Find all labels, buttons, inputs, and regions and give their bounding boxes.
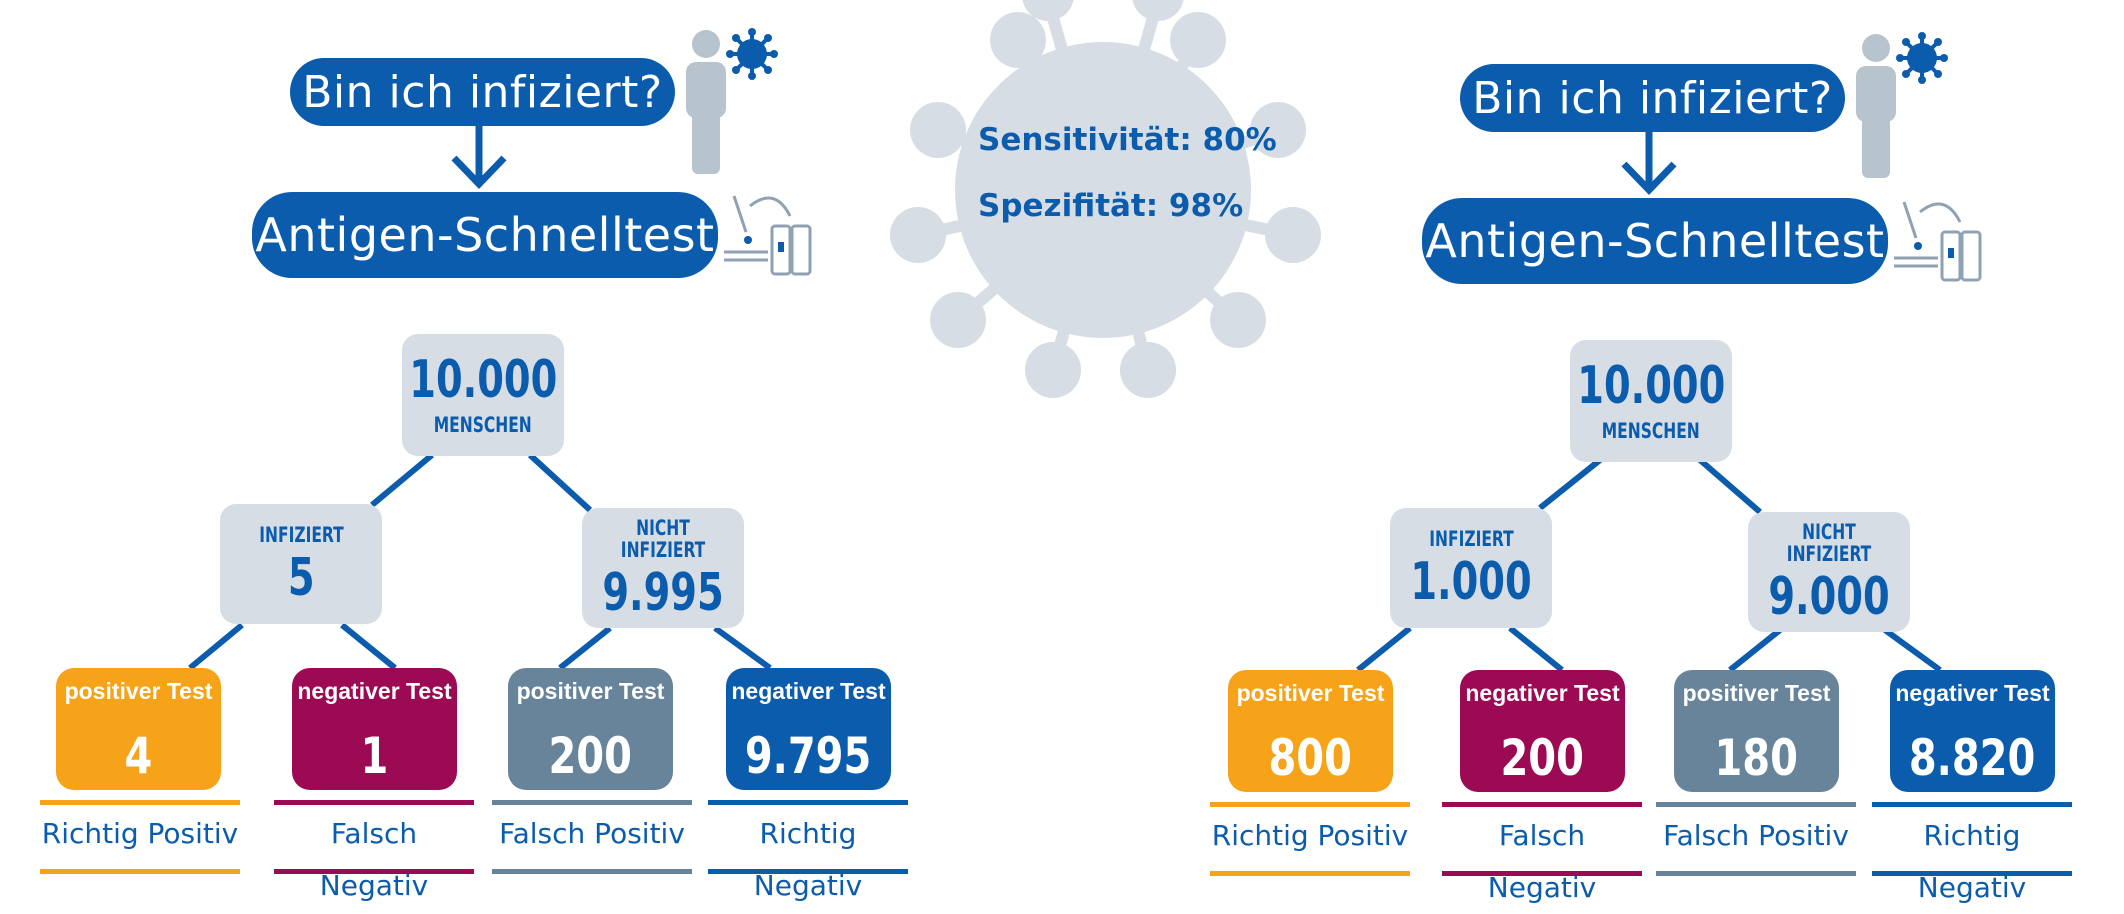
leaf-true-positive: positiver Test 4 — [56, 668, 221, 790]
not-infected-label: NICHT INFIZIERT — [620, 515, 706, 562]
caption-true-positive: Richtig Positiv — [40, 800, 240, 874]
caption-text: Richtig Positiv — [41, 817, 239, 850]
connector-line — [527, 452, 593, 513]
connector-line — [558, 625, 612, 671]
sensitivity-label: Sensitivität: 80% — [978, 122, 1277, 158]
leaf-true-negative: negativer Test 9.795 — [726, 668, 891, 790]
leaf-value: 4 — [124, 727, 153, 785]
connector-line — [1508, 625, 1564, 673]
connector-line — [1538, 457, 1602, 511]
root-box: 10.000 MENSCHEN — [1570, 340, 1732, 462]
leaf-title: positiver Test — [516, 678, 665, 704]
leaf-value: 8.820 — [1909, 729, 2036, 787]
connector-line — [1698, 457, 1762, 515]
caption-text: Richtig Negativ — [753, 817, 863, 902]
not-infected-box: NICHT INFIZIERT 9.000 — [1748, 512, 1910, 632]
question-bubble: Bin ich infiziert? — [1460, 64, 1845, 132]
infected-label: INFIZIERT — [258, 522, 344, 547]
connector-line — [1883, 627, 1942, 673]
not-infected-label: NICHT INFIZIERT — [1786, 519, 1872, 566]
leaf-value: 180 — [1714, 729, 1799, 787]
specificity-label: Spezifität: 98% — [978, 188, 1244, 224]
caption-text: Falsch Positiv — [499, 817, 685, 850]
leaf-value: 9.795 — [745, 727, 872, 785]
question-bubble: Bin ich infiziert? — [290, 58, 675, 126]
infected-label: INFIZIERT — [1428, 526, 1514, 551]
leaf-title: negativer Test — [1465, 680, 1620, 706]
caption-false-positive: Falsch Positiv — [492, 800, 692, 874]
test-kit-icon — [724, 195, 812, 276]
leaf-title: negativer Test — [731, 678, 886, 704]
leaf-false-positive: positiver Test 180 — [1674, 670, 1839, 792]
connector-line — [1728, 627, 1782, 673]
connector-line — [340, 622, 397, 671]
caption-false-negative: Falsch Negativ — [1442, 802, 1642, 904]
caption-false-positive: Falsch Positiv — [1656, 802, 1856, 876]
test-label: Antigen-Schnelltest — [252, 192, 718, 278]
connector-line — [1356, 625, 1412, 673]
root-box: 10.000 MENSCHEN — [402, 334, 564, 456]
connector-line — [370, 452, 434, 508]
leaf-false-positive: positiver Test 200 — [508, 668, 673, 790]
infected-box: INFIZIERT 5 — [220, 504, 382, 624]
root-label: MENSCHEN — [433, 412, 533, 437]
not-infected-value: 9.995 — [602, 563, 724, 624]
virus-icon — [890, 0, 1321, 398]
root-label: MENSCHEN — [1601, 418, 1701, 443]
leaf-false-negative: negativer Test 1 — [292, 668, 457, 790]
test-label: Antigen-Schnelltest — [1422, 198, 1888, 284]
leaf-value: 200 — [548, 727, 633, 785]
infected-value: 5 — [287, 548, 315, 609]
caption-true-negative: Richtig Negativ — [708, 800, 908, 902]
infected-box: INFIZIERT 1.000 — [1390, 508, 1552, 628]
arrow-down-icon — [451, 126, 507, 190]
not-infected-value: 9.000 — [1768, 567, 1890, 628]
caption-text: Falsch Negativ — [319, 817, 429, 902]
leaf-title: negativer Test — [297, 678, 452, 704]
person-icon — [1856, 32, 1948, 178]
caption-true-negative: Richtig Negativ — [1872, 802, 2072, 904]
person-icon — [686, 28, 778, 174]
leaf-true-positive: positiver Test 800 — [1228, 670, 1393, 792]
caption-true-positive: Richtig Positiv — [1210, 802, 1410, 876]
leaf-title: negativer Test — [1895, 680, 2050, 706]
not-infected-box: NICHT INFIZIERT 9.995 — [582, 508, 744, 628]
leaf-value: 800 — [1268, 729, 1353, 787]
root-value: 10.000 — [1576, 355, 1726, 416]
leaf-title: positiver Test — [64, 678, 213, 704]
caption-text: Falsch Negativ — [1487, 819, 1597, 904]
root-value: 10.000 — [408, 349, 558, 410]
caption-false-negative: Falsch Negativ — [274, 800, 474, 902]
leaf-title: positiver Test — [1682, 680, 1831, 706]
caption-text: Richtig Negativ — [1917, 819, 2027, 904]
leaf-value: 1 — [360, 727, 389, 785]
leaf-false-negative: negativer Test 200 — [1460, 670, 1625, 792]
leaf-title: positiver Test — [1236, 680, 1385, 706]
test-kit-icon — [1894, 201, 1982, 282]
connector-line — [188, 622, 244, 671]
arrow-down-icon — [1621, 132, 1677, 196]
infected-value: 1.000 — [1410, 552, 1532, 613]
leaf-value: 200 — [1500, 729, 1585, 787]
leaf-true-negative: negativer Test 8.820 — [1890, 670, 2055, 792]
caption-text: Falsch Positiv — [1663, 819, 1849, 852]
connector-line — [713, 625, 772, 671]
caption-text: Richtig Positiv — [1211, 819, 1409, 852]
